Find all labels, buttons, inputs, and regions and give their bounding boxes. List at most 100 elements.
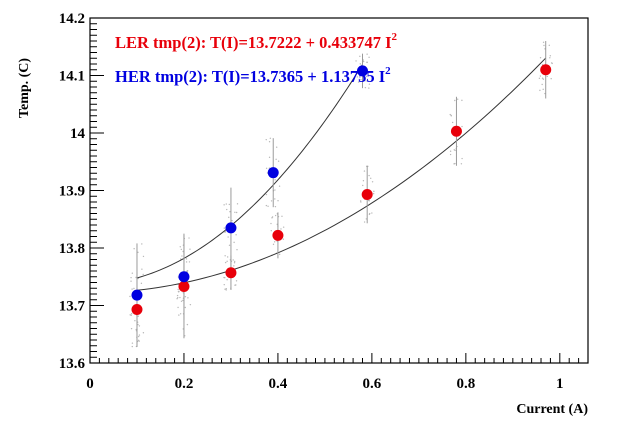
noise-dot [546, 75, 548, 78]
noise-dot [278, 185, 281, 187]
noise-dot [461, 157, 463, 160]
noise-dot [365, 75, 368, 78]
x-tick-label: 0.8 [456, 376, 475, 392]
noise-dot [363, 221, 366, 223]
noise-dot [232, 259, 234, 261]
data-point [178, 281, 190, 293]
noise-dot [460, 163, 463, 165]
noise-dot [370, 177, 372, 179]
noise-dot [184, 306, 187, 309]
noise-dot [362, 180, 365, 182]
noise-dot [549, 55, 552, 57]
error-bars [136, 41, 547, 347]
noise-dot [365, 80, 367, 82]
noise-dot [267, 205, 269, 207]
noise-dot [179, 313, 182, 315]
ler-fit-label: LER tmp(2): T(I)=13.7222 + 0.433747 I2 [115, 31, 398, 52]
noise-dot [141, 268, 143, 270]
noise-dot [137, 339, 140, 342]
noise-dot [368, 174, 370, 177]
noise-dot [274, 214, 277, 217]
noise-dot [368, 212, 371, 215]
fit-curve [136, 57, 547, 291]
noise-dot [228, 216, 230, 219]
noise-dot [450, 115, 452, 117]
noise-dot [542, 88, 544, 91]
noise-dot [223, 204, 225, 206]
noise-dot [371, 212, 373, 214]
noise-dot [363, 170, 366, 172]
noise-dot [270, 222, 272, 225]
noise-dot [271, 216, 274, 218]
noise-dot [265, 167, 268, 169]
noise-dot [362, 60, 365, 63]
noise-dot [188, 237, 190, 239]
noise-dot [129, 295, 131, 298]
noise-dot [133, 247, 135, 250]
noise-dot [280, 228, 282, 230]
noise-dot [131, 342, 134, 344]
noise-dot [453, 149, 455, 151]
her-fit-text: HER tmp(2): T(I)=13.7365 + 1.13755 I [115, 67, 385, 86]
noise-dot [359, 76, 361, 78]
noise-dot [233, 265, 235, 267]
noise-dot [185, 261, 188, 263]
noise-dot [366, 61, 368, 64]
noise-dot [142, 273, 144, 276]
noise-dot [360, 78, 362, 81]
noise-dot [543, 44, 545, 47]
noise-dot [449, 153, 452, 156]
noise-dot [182, 299, 184, 302]
noise-dot [187, 297, 189, 299]
noise-dot [274, 198, 276, 200]
noise-dot [282, 226, 285, 228]
noise-dot [188, 261, 191, 263]
noise-dot [539, 75, 542, 77]
noise-dot [137, 251, 139, 254]
her-fit-label: HER tmp(2): T(I)=13.7365 + 1.13755 I2 [115, 65, 391, 86]
noise-dot [235, 234, 237, 236]
noise-dot [142, 255, 145, 258]
noise-dot [135, 276, 137, 279]
background-noise [129, 41, 553, 348]
ler-fit-text: LER tmp(2): T(I)=13.7222 + 0.433747 I [115, 33, 392, 52]
noise-dot [269, 137, 272, 139]
noise-dot [224, 277, 226, 279]
noise-dot [233, 260, 236, 263]
noise-dot [231, 219, 233, 222]
noise-dot [137, 323, 139, 326]
noise-dot [224, 231, 226, 233]
noise-dot [542, 78, 545, 80]
fit-curve [136, 64, 363, 279]
noise-dot [364, 77, 366, 79]
x-tick-label: 0 [86, 376, 94, 392]
x-tick-label: 0.2 [175, 376, 194, 392]
noise-dot [225, 287, 227, 290]
data-point [131, 304, 143, 316]
data-point [540, 64, 552, 76]
axis-tick-labels: 0 0.2 0.4 0.6 0.8 1 13.6 13.7 13.8 13.9 14 14.1 14.2 [59, 11, 564, 392]
noise-dot [236, 249, 238, 251]
noise-dot [368, 87, 370, 89]
noise-dot [180, 258, 182, 260]
noise-dot [235, 280, 238, 282]
noise-dot [226, 279, 228, 281]
noise-dot [268, 141, 271, 143]
noise-dot [451, 121, 454, 124]
noise-dot [551, 62, 553, 65]
noise-dot [235, 211, 238, 214]
noise-dot [273, 241, 276, 243]
noise-dot [541, 77, 544, 79]
noise-dot [229, 211, 231, 213]
noise-dot [177, 306, 179, 309]
noise-dot [224, 288, 226, 290]
noise-dot [141, 243, 143, 245]
noise-dot [270, 230, 272, 232]
data-point [361, 189, 373, 201]
x-axis-title: Current (A) [516, 402, 588, 417]
noise-dot [461, 125, 463, 128]
noise-dot [265, 138, 267, 141]
noise-dot [265, 204, 268, 207]
noise-dot [180, 300, 183, 302]
